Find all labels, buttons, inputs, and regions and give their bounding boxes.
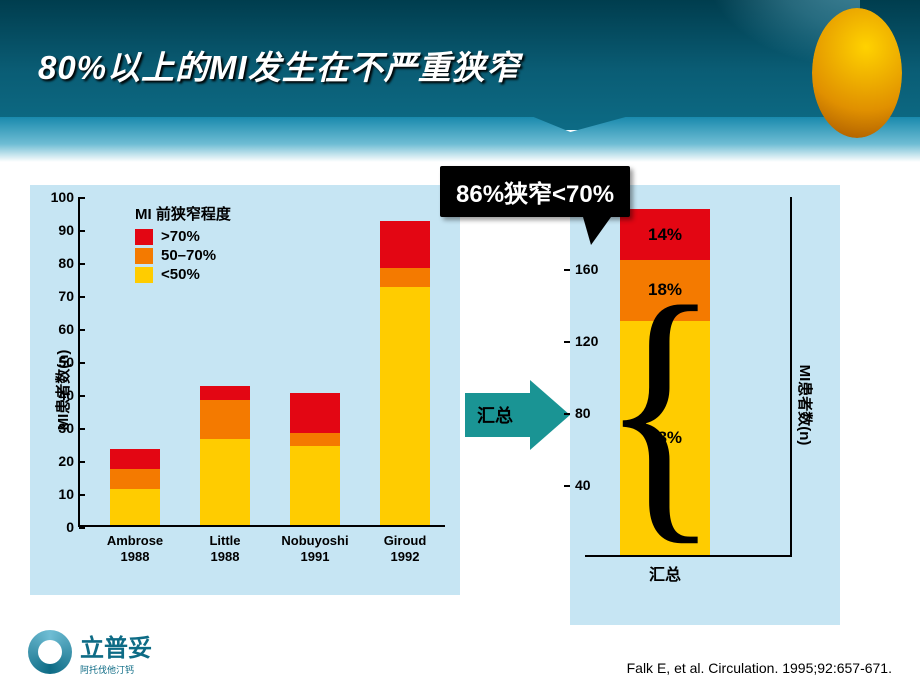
legend-item: 50–70% — [135, 247, 231, 264]
logo-ring-icon — [28, 630, 72, 674]
left-ytick: 60 — [30, 321, 74, 337]
legend-label: <50% — [161, 266, 200, 283]
legend-title: MI 前狭窄程度 — [135, 203, 231, 224]
bar-x-label: Giroud1992 — [370, 533, 440, 564]
logo-subtitle: 阿托伐他汀钙 — [80, 663, 152, 676]
legend-swatch — [135, 229, 153, 245]
logo-brand: 立普妥 — [80, 635, 152, 662]
bar-segment — [380, 268, 430, 288]
right-y-axis-label: MI患者数(n) — [795, 365, 816, 446]
bar-segment — [290, 433, 340, 446]
arrow-label: 汇总 — [477, 402, 513, 428]
legend-item: <50% — [135, 266, 231, 283]
slide-title: 80%以上的MI发生在不严重狭窄 — [38, 41, 520, 89]
right-x-label: 汇总 — [620, 561, 710, 585]
bar-segment — [110, 449, 160, 469]
bar-segment — [110, 469, 160, 489]
legend-label: >70% — [161, 228, 200, 245]
chart-legend: MI 前狭窄程度 >70% 50–70% <50% — [135, 203, 231, 285]
segment-pct-label: 14% — [620, 225, 710, 245]
bar-group: Ambrose1988 — [110, 449, 160, 525]
brand-logo: 立普妥 阿托伐他汀钙 — [28, 628, 152, 676]
bar-segment — [200, 386, 250, 399]
left-ytick: 40 — [30, 387, 74, 403]
bar-x-label: Little1988 — [190, 533, 260, 564]
left-y-axis — [78, 197, 80, 527]
bar-segment — [380, 221, 430, 267]
legend-label: 50–70% — [161, 247, 216, 264]
summary-arrow: 汇总 — [465, 380, 575, 450]
left-x-axis — [78, 525, 445, 527]
bar-segment — [380, 287, 430, 525]
left-ytick: 20 — [30, 453, 74, 469]
citation-text: Falk E, et al. Circulation. 1995;92:657-… — [627, 660, 892, 676]
bar-x-label: Nobuyoshi1991 — [280, 533, 350, 564]
bar-segment — [290, 393, 340, 433]
left-ytick: 30 — [30, 420, 74, 436]
left-stacked-bar-chart: MI患者数(n) 0102030405060708090100 Ambrose1… — [30, 185, 460, 595]
slide-content: MI患者数(n) 0 10 20 30 40 50 60 70 80 90 100 Ambrose1… — [0, 130, 920, 690]
right-y-axis — [790, 197, 792, 557]
legend-item: >70% — [135, 228, 231, 245]
bar-group: Giroud1992 — [380, 221, 430, 525]
bar-segment — [110, 489, 160, 525]
bar-x-label: Ambrose1988 — [100, 533, 170, 564]
arrow-head-icon — [530, 380, 570, 450]
mascot-icon — [812, 8, 902, 138]
bar-group: Nobuyoshi1991 — [290, 393, 340, 525]
left-ytick: 90 — [30, 222, 74, 238]
left-ytick: 50 — [30, 354, 74, 370]
bar-segment — [290, 446, 340, 525]
left-ytick: 10 — [30, 486, 74, 502]
left-ytick: 70 — [30, 288, 74, 304]
legend-swatch — [135, 267, 153, 283]
left-ytick: 100 — [30, 189, 74, 205]
bar-segment — [200, 439, 250, 525]
bar-segment — [200, 400, 250, 440]
legend-swatch — [135, 248, 153, 264]
bar-group: Little1988 — [200, 386, 250, 525]
left-ytick: 80 — [30, 255, 74, 271]
slide-header: 80%以上的MI发生在不严重狭窄 — [0, 0, 920, 130]
brace-icon: { — [600, 238, 618, 577]
callout-badge: 86%狭窄<70% — [440, 166, 630, 217]
left-ytick: 0 — [30, 519, 74, 535]
